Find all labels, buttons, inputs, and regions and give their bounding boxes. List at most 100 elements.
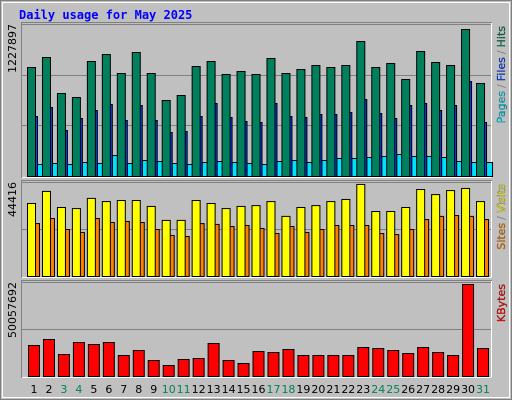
x-tick-label: 11 — [177, 383, 191, 396]
bar — [447, 355, 460, 377]
x-tick-label: 13 — [207, 383, 221, 396]
bar — [401, 78, 411, 177]
bar — [416, 189, 426, 278]
bar — [461, 187, 471, 277]
bar — [326, 201, 336, 277]
bar — [476, 82, 486, 177]
bar — [446, 190, 456, 277]
bar — [477, 348, 490, 377]
bar — [177, 358, 190, 377]
x-tick-label: 19 — [296, 383, 310, 396]
bar — [236, 71, 246, 177]
legend-entry: Visits — [495, 184, 508, 213]
bar — [28, 345, 40, 378]
x-tick-label: 24 — [371, 383, 385, 396]
bar — [206, 202, 216, 277]
bar — [312, 355, 325, 377]
bar — [71, 208, 81, 277]
x-tick-label: 15 — [237, 383, 251, 396]
x-tick-label: 1 — [31, 383, 38, 396]
bar — [161, 100, 171, 177]
bar — [297, 355, 310, 377]
x-tick-label: 2 — [45, 383, 52, 396]
legend-separator: / — [495, 216, 508, 220]
x-tick-label: 5 — [90, 383, 97, 396]
bar — [206, 61, 216, 177]
bar — [162, 365, 175, 378]
chart-title: Daily usage for May 2025 — [19, 8, 192, 22]
bar — [432, 351, 445, 377]
x-tick-label: 3 — [60, 383, 67, 396]
bar — [221, 73, 231, 177]
x-tick-label: 18 — [281, 383, 295, 396]
bar — [222, 359, 235, 377]
bar — [311, 64, 321, 177]
bar — [357, 347, 370, 378]
bar — [476, 201, 486, 277]
bar — [102, 341, 115, 377]
y-tick-label: 50057692 — [6, 282, 19, 338]
x-tick-label: 7 — [120, 383, 127, 396]
bar — [72, 341, 85, 377]
legend: KBytes — [495, 284, 508, 322]
bar — [251, 205, 261, 277]
bar — [356, 41, 366, 177]
legend-entry: Files — [495, 57, 508, 81]
x-tick-label: 12 — [192, 383, 206, 396]
legend-separator: / — [495, 84, 508, 88]
bar — [236, 205, 246, 277]
bar — [132, 349, 145, 378]
bar — [326, 67, 336, 177]
bar — [402, 352, 415, 377]
bar — [462, 283, 475, 377]
legend-entry: Sites — [495, 223, 508, 250]
bar — [86, 61, 96, 177]
bar — [192, 358, 205, 378]
legend: Pages / Files / Hits — [495, 26, 508, 124]
bar — [251, 73, 261, 177]
bar — [281, 73, 291, 177]
bar — [207, 342, 220, 378]
bar — [146, 205, 156, 277]
x-tick-label: 8 — [135, 383, 142, 396]
bar — [417, 347, 430, 378]
legend-separator: / — [495, 50, 508, 54]
bar — [371, 67, 381, 177]
bar — [386, 211, 396, 278]
x-tick-label: 28 — [431, 383, 445, 396]
bar — [296, 69, 306, 177]
bar — [296, 207, 306, 278]
bar — [416, 50, 426, 177]
bar — [131, 200, 141, 277]
legend-entry: Pages — [495, 91, 508, 124]
x-tick-label: 25 — [386, 383, 400, 396]
bar — [266, 58, 276, 178]
x-tick-label: 31 — [476, 383, 490, 396]
bar — [372, 348, 385, 377]
bar — [266, 201, 276, 277]
bar — [341, 198, 351, 277]
bar — [461, 29, 471, 177]
bar — [237, 362, 250, 377]
bar — [117, 355, 130, 377]
bar — [41, 57, 51, 177]
x-tick-label: 21 — [326, 383, 340, 396]
x-tick-label: 6 — [105, 383, 112, 396]
y-tick-label: 1227897 — [6, 24, 19, 73]
bar — [176, 95, 186, 177]
x-tick-label: 4 — [75, 383, 82, 396]
bar — [27, 67, 36, 177]
bar — [87, 344, 100, 377]
x-tick-label: 30 — [461, 383, 475, 396]
bar — [221, 208, 231, 277]
bar — [342, 355, 355, 377]
bar — [191, 66, 201, 177]
x-tick-label: 22 — [341, 383, 355, 396]
bar — [147, 359, 160, 377]
bar — [341, 64, 351, 177]
x-tick-label: 26 — [401, 383, 415, 396]
bar — [131, 52, 141, 178]
bar — [41, 190, 51, 277]
